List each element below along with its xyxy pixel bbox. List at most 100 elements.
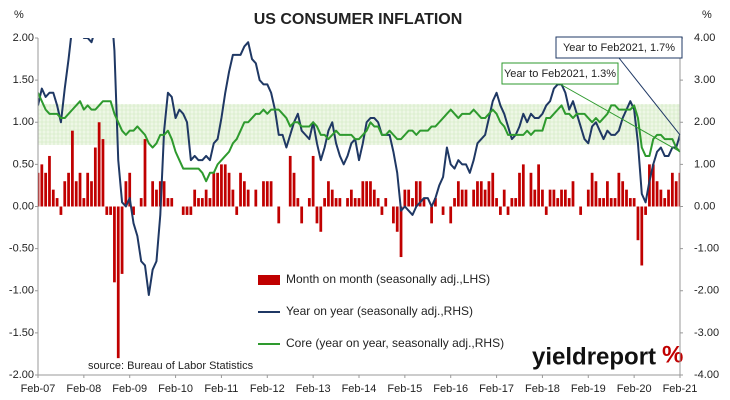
bar	[365, 181, 369, 207]
y-tick-label: 1.50	[13, 74, 34, 86]
bar	[220, 164, 223, 207]
bar	[223, 164, 227, 207]
y-tick-label: -2.00	[9, 369, 34, 381]
bar	[449, 206, 453, 224]
bar	[567, 198, 571, 207]
bar	[476, 181, 479, 207]
bar	[548, 189, 552, 207]
annotation-leader	[618, 57, 681, 136]
bar	[670, 172, 674, 207]
bar	[510, 198, 514, 207]
bar	[197, 198, 200, 207]
line-series	[38, 38, 680, 296]
bar	[403, 189, 407, 207]
x-tick-label: Feb-12	[250, 383, 285, 395]
y2-tick-label: 1.00	[694, 158, 715, 170]
x-tick-label: Feb-21	[663, 383, 698, 395]
bar	[323, 198, 326, 207]
y-tick-label: 0.00	[13, 200, 34, 212]
bar	[155, 189, 158, 207]
bar	[541, 189, 544, 207]
bar	[502, 189, 506, 207]
bar	[315, 206, 319, 224]
bar	[216, 172, 219, 207]
bar	[116, 206, 120, 359]
y-tick-label: 0.50	[13, 158, 34, 170]
bar	[162, 181, 166, 207]
bar	[518, 172, 521, 207]
bar	[644, 206, 647, 215]
annotation-box	[501, 62, 619, 85]
bar	[636, 206, 640, 241]
bar	[678, 172, 680, 207]
bar	[414, 181, 418, 207]
legend-label: Core (year on year, seasonally adj.,RHS)	[286, 336, 504, 350]
bar	[579, 206, 583, 215]
bar	[395, 206, 399, 232]
bar	[556, 198, 560, 207]
bar	[166, 198, 170, 207]
annotation-box	[555, 36, 683, 59]
bar	[544, 206, 548, 215]
bar	[235, 206, 239, 215]
bar	[139, 198, 143, 207]
bar	[101, 139, 105, 207]
bar	[602, 198, 605, 207]
bar	[311, 155, 315, 207]
bar	[628, 198, 632, 207]
y-tick-label: 2.00	[13, 32, 34, 44]
bar	[495, 198, 498, 207]
bar	[456, 181, 460, 207]
logo-symbol: %	[662, 341, 683, 368]
bar	[132, 206, 135, 215]
bar	[571, 181, 575, 207]
bar	[346, 198, 349, 207]
bar	[384, 198, 388, 207]
x-tick-label: Feb-09	[112, 383, 147, 395]
bar	[38, 172, 40, 207]
y2-tick-label: 4.00	[694, 32, 715, 44]
bar	[621, 181, 625, 207]
bar	[113, 206, 116, 283]
y2-tick-label: -1.00	[694, 243, 719, 255]
bar	[128, 172, 132, 207]
bar	[655, 181, 659, 207]
bar	[63, 181, 67, 207]
bar	[651, 164, 655, 207]
bar	[594, 181, 598, 207]
bar	[212, 172, 216, 207]
y-tick-label: -1.50	[9, 327, 34, 339]
bar	[170, 198, 174, 207]
bar	[231, 189, 235, 207]
bar	[254, 189, 258, 207]
bar	[227, 172, 231, 207]
bar	[189, 206, 193, 215]
x-tick-label: Feb-19	[571, 383, 606, 395]
bar	[327, 181, 330, 207]
bar	[380, 206, 384, 215]
bar	[40, 164, 44, 207]
bar	[491, 172, 495, 207]
bar	[483, 189, 487, 207]
y-tick-label: -1.00	[9, 285, 34, 297]
bar	[441, 206, 445, 215]
bar	[537, 164, 540, 207]
bar	[563, 189, 567, 207]
bar	[97, 122, 101, 207]
bar	[67, 172, 70, 207]
y2-tick-label: 0.00	[694, 200, 715, 212]
bar	[204, 189, 208, 207]
bar	[86, 172, 90, 207]
bar	[617, 172, 621, 207]
x-tick-label: Feb-14	[342, 383, 377, 395]
y2-tick-label: -4.00	[694, 369, 719, 381]
x-tick-label: Feb-20	[617, 383, 652, 395]
bar	[663, 198, 667, 207]
bar	[560, 189, 563, 207]
bar	[292, 172, 296, 207]
bar	[319, 206, 323, 232]
bar	[246, 189, 250, 207]
bar	[464, 189, 468, 207]
x-tick-label: Feb-11	[204, 383, 238, 395]
bar	[659, 189, 663, 207]
